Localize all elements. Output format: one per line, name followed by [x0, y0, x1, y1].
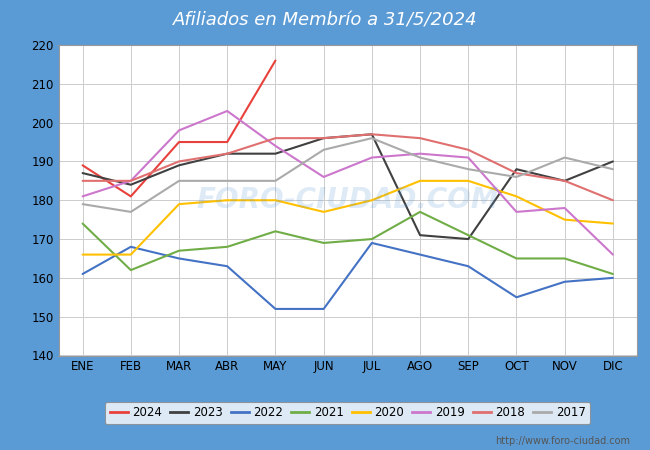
Text: FORO-CIUDAD.COM: FORO-CIUDAD.COM	[196, 186, 499, 214]
Text: http://www.foro-ciudad.com: http://www.foro-ciudad.com	[495, 436, 630, 446]
Legend: 2024, 2023, 2022, 2021, 2020, 2019, 2018, 2017: 2024, 2023, 2022, 2021, 2020, 2019, 2018…	[105, 402, 590, 424]
Text: Afiliados en Membrío a 31/5/2024: Afiliados en Membrío a 31/5/2024	[173, 11, 477, 29]
